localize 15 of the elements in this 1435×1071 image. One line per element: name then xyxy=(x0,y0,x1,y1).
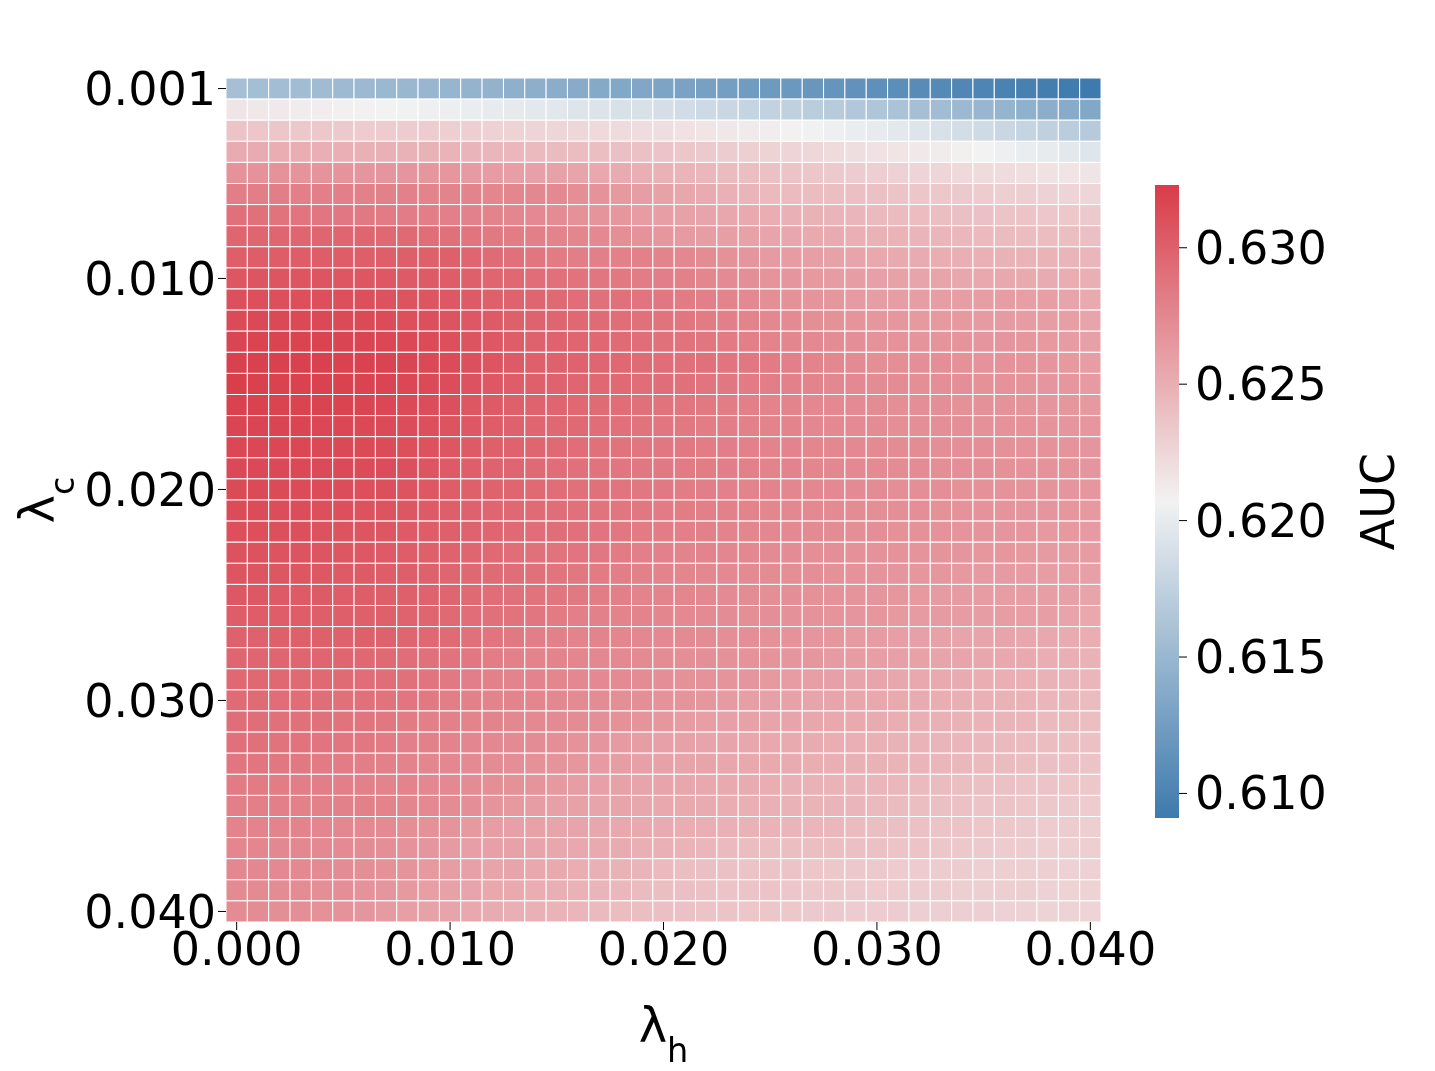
color-bar-label: 0.610 xyxy=(1195,766,1327,821)
color-bar-label: 0.625 xyxy=(1195,357,1327,412)
y-tick-label: 0.020 xyxy=(84,462,216,517)
color-bar-label: 0.630 xyxy=(1195,220,1327,275)
x-axis-title: λ$_{h}$ xyxy=(638,997,689,1070)
y-tick-label: 0.010 xyxy=(84,251,216,306)
x-tick-label: 0.020 xyxy=(597,921,730,976)
x-tick-label: 0.010 xyxy=(384,921,516,976)
x-tick-label: 0.030 xyxy=(811,921,943,976)
color-bar-title: AUC xyxy=(1351,452,1405,551)
color-bar-label: 0.615 xyxy=(1195,630,1327,685)
y-tick-label: 0.030 xyxy=(84,673,216,728)
y-tick-label: 0.001 xyxy=(84,61,216,116)
color-bar-label: 0.620 xyxy=(1195,493,1327,548)
x-tick-label: 0.040 xyxy=(1024,921,1157,976)
